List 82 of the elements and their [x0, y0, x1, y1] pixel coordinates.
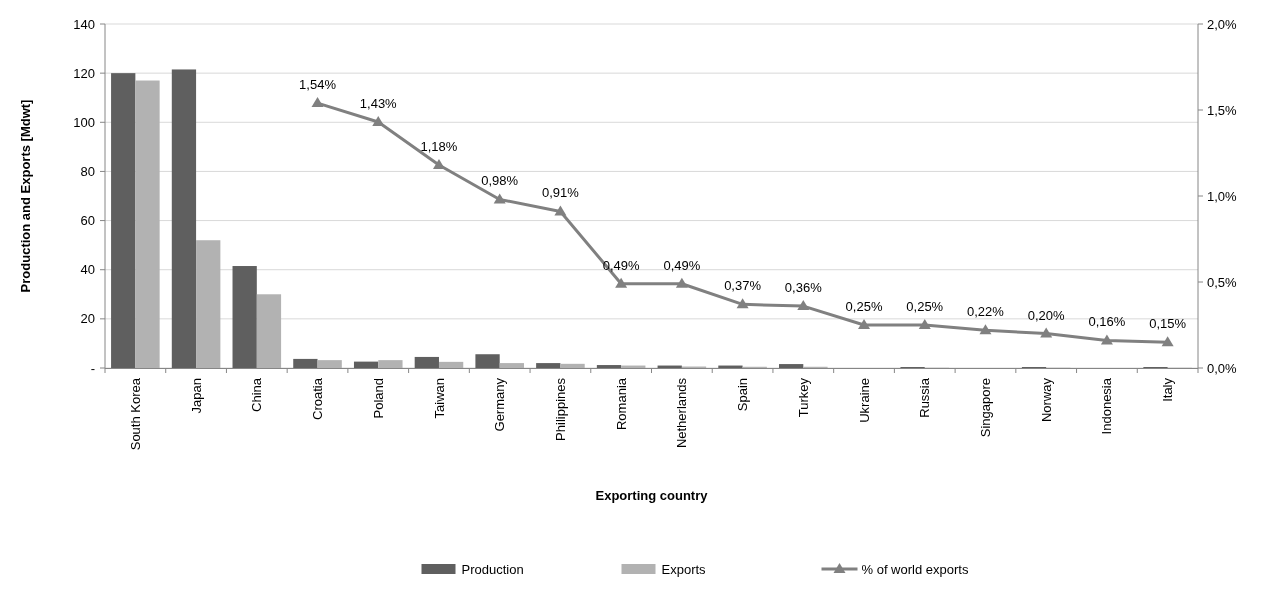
- data-label: 0,91%: [541, 185, 580, 201]
- bar: [196, 240, 221, 368]
- x-tick-label: Taiwan: [431, 378, 447, 419]
- point: [493, 193, 506, 204]
- x-tick-label: Germany: [492, 377, 508, 432]
- data-label: 0,36%: [784, 280, 823, 296]
- x-tick-label: Romania: [613, 377, 629, 431]
- data-label: 0,37%: [724, 278, 762, 294]
- point: [918, 319, 931, 329]
- y-tick-label: -: [90, 360, 95, 376]
- x-tick-label: Spain: [735, 378, 751, 412]
- y2-tick-label: 0,0%: [1207, 360, 1238, 376]
- point: [979, 324, 992, 335]
- bar: [414, 356, 439, 368]
- legend-label: Production: [461, 561, 524, 577]
- bar: [135, 80, 160, 368]
- point: [554, 205, 567, 216]
- point: [1161, 336, 1174, 347]
- data-label: 0,25%: [906, 299, 944, 314]
- x-tick-label: Indonesia: [1099, 377, 1115, 435]
- x-tick-label: Netherlands: [674, 377, 690, 449]
- x-tick-label: Norway: [1038, 377, 1054, 423]
- bar: [232, 266, 257, 368]
- point: [675, 277, 688, 288]
- data-label: 1,54%: [299, 77, 337, 93]
- bar: [353, 361, 379, 368]
- data-label: 0,98%: [481, 173, 519, 189]
- y-tick-label: 60: [80, 213, 95, 229]
- data-label: 0,15%: [1149, 316, 1187, 332]
- y-tick-label: 100: [73, 114, 95, 130]
- point: [615, 277, 628, 288]
- x-tick-label: South Korea: [127, 377, 143, 451]
- point: [736, 298, 749, 309]
- data-label: 0,25%: [845, 299, 883, 314]
- bar: [779, 364, 804, 368]
- bar: [596, 365, 622, 368]
- y2-tick-label: 0,5%: [1207, 274, 1238, 290]
- y-axis-title: Production and Exports [Mdwt]: [18, 99, 33, 293]
- x-tick-label: Turkey: [795, 377, 811, 418]
- bar: [560, 363, 585, 368]
- point: [1040, 327, 1053, 338]
- x-tick-label: China: [249, 377, 265, 412]
- y2-tick-label: 2,0%: [1207, 16, 1238, 32]
- bar: [256, 294, 282, 368]
- x-tick-label: Philippines: [552, 377, 568, 441]
- bar: [536, 363, 561, 368]
- point: [858, 319, 871, 329]
- legend-label: % of world exports: [861, 561, 969, 577]
- legend-label: Exports: [661, 561, 707, 577]
- y-tick-label: 80: [80, 163, 95, 179]
- bar: [475, 354, 500, 368]
- bar: [111, 73, 136, 368]
- y2-tick-label: 1,5%: [1207, 102, 1238, 118]
- point: [311, 97, 324, 108]
- bar: [293, 358, 318, 368]
- x-tick-label: Italy: [1160, 377, 1176, 402]
- data-label: 0,20%: [1027, 307, 1066, 323]
- bar: [438, 361, 464, 368]
- y-tick-label: 120: [73, 65, 95, 81]
- data-label: 0,16%: [1088, 314, 1126, 330]
- x-tick-label: Russia: [917, 377, 933, 418]
- x-tick-label: Croatia: [310, 377, 326, 420]
- bar: [499, 363, 524, 368]
- x-tick-label: Japan: [188, 378, 204, 414]
- point: [797, 300, 810, 311]
- bar: [171, 69, 197, 368]
- data-label: 0,49%: [602, 257, 640, 273]
- x-axis-title: Exporting country: [595, 488, 709, 503]
- data-label: 0,22%: [967, 304, 1005, 320]
- point: [1100, 334, 1113, 345]
- y-tick-label: 140: [73, 16, 95, 32]
- x-tick-label: Ukraine: [856, 378, 872, 423]
- bar: [378, 360, 403, 368]
- x-tick-label: Singapore: [978, 378, 994, 438]
- y-tick-label: 40: [80, 262, 95, 278]
- data-label: 0,49%: [663, 257, 701, 273]
- data-label: 1,43%: [359, 96, 398, 112]
- data-label: 1,18%: [420, 139, 458, 155]
- bar: [317, 360, 342, 368]
- y2-tick-label: 1,0%: [1207, 188, 1238, 204]
- x-tick-label: Poland: [370, 378, 386, 419]
- y-tick-label: 20: [80, 311, 95, 327]
